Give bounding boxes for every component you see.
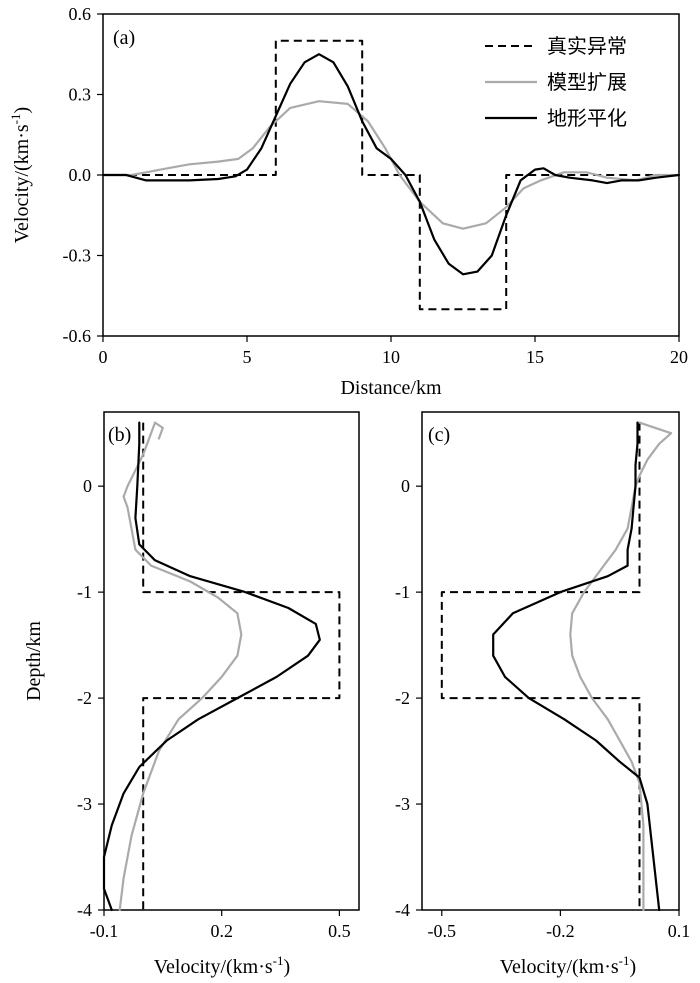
panel-b-label: (b) [108, 424, 131, 446]
panel-a-y-axis-label: Velocity/(km·s-1) [8, 107, 33, 243]
panel-b-plot-frame [103, 411, 360, 911]
panel-c-series [440, 421, 673, 912]
legend-entry-label: 模型扩展 [547, 70, 627, 94]
panel-c-x-tick-label: -0.2 [546, 921, 575, 941]
panel-c-y-tick-label: -4 [395, 900, 410, 920]
panel-a-distance-velocity: 0 5 10 15 20 -0.6 -0.3 0.0 0.3 0.6 (a) Distance/k… [8, 4, 688, 399]
panel-a-series-line-black [101, 53, 681, 276]
panel-b-y-axis-label: Depth/km [23, 621, 45, 701]
panel-b-x-tick-label: -0.1 [90, 921, 119, 941]
panel-a-x-tick-label: 20 [670, 347, 688, 367]
panel-b-ticks: -0.1 0.2 0.5 -4 -3 -2 -1 0 [77, 476, 351, 941]
panel-c-x-axis-label: Velocity/(km·s-1) [500, 953, 636, 978]
panel-c-series-line-dashed [440, 422, 641, 910]
panel-b-y-tick-label: 0 [83, 476, 92, 496]
panel-a-x-axis-label: Distance/km [340, 377, 442, 399]
panel-b-series-line-dashed [142, 422, 341, 910]
panel-a-ticks: 0 5 10 15 20 -0.6 -0.3 0.0 0.3 0.6 [63, 4, 689, 367]
panel-c-depth-profile: -0.5 -0.2 0.1 -4 -3 -2 -1 0 (c) Velocity/(km·s-… [395, 411, 690, 978]
legend-entry-label: 地形平化 [547, 106, 627, 130]
panel-a-series-line-dashed [103, 39, 679, 311]
panel-a-y-tick-label: 0.6 [69, 4, 92, 24]
panel-a-y-tick-label: -0.3 [63, 246, 92, 266]
panel-a-label: (a) [113, 27, 135, 49]
panel-a-y-tick-label: 0.3 [69, 85, 92, 105]
panel-a-plot-frame [102, 13, 680, 337]
panel-b-y-tick-label: -1 [77, 582, 92, 602]
panel-c-x-tick-label: 0.1 [668, 921, 691, 941]
panel-b-series [102, 421, 341, 912]
panel-a-x-tick-label: 5 [243, 347, 252, 367]
panel-b-series-line-black [102, 421, 321, 912]
panel-c-series-line-gray [569, 421, 673, 912]
panel-a-y-tick-label: 0.0 [69, 165, 92, 185]
panel-c-y-tick-label: -3 [395, 794, 410, 814]
panel-c-y-tick-label: -1 [395, 582, 410, 602]
panel-a-x-tick-label: 10 [382, 347, 400, 367]
panel-b-y-tick-label: -2 [77, 688, 92, 708]
panel-c-series-line-black [492, 421, 661, 912]
panel-a-x-tick-label: 15 [526, 347, 544, 367]
panel-b-y-tick-label: -4 [77, 900, 92, 920]
panel-b-x-tick-label: 0.5 [328, 921, 351, 941]
panel-b-x-axis-label: Velocity/(km·s-1) [154, 953, 290, 978]
legend-entry-label: 真实异常 [547, 34, 627, 58]
panel-c-plot-frame [421, 411, 680, 911]
panel-c-x-tick-label: -0.5 [428, 921, 457, 941]
panel-b-series-line-gray [118, 421, 243, 912]
panel-b-y-tick-label: -3 [77, 794, 92, 814]
panel-b-depth-profile: -0.1 0.2 0.5 -4 -3 -2 -1 0 (b) Velocity/(km·s-1… [23, 411, 360, 978]
panel-b-x-tick-label: 0.2 [210, 921, 233, 941]
panel-c-label: (c) [428, 424, 450, 446]
panel-c-y-tick-label: -2 [395, 688, 410, 708]
panel-a-series [101, 39, 681, 311]
panel-c-ticks: -0.5 -0.2 0.1 -4 -3 -2 -1 0 [395, 476, 690, 941]
panel-a-y-tick-label: -0.6 [63, 326, 92, 346]
panel-c-y-tick-label: 0 [401, 476, 410, 496]
panel-a-x-tick-label: 0 [99, 347, 108, 367]
